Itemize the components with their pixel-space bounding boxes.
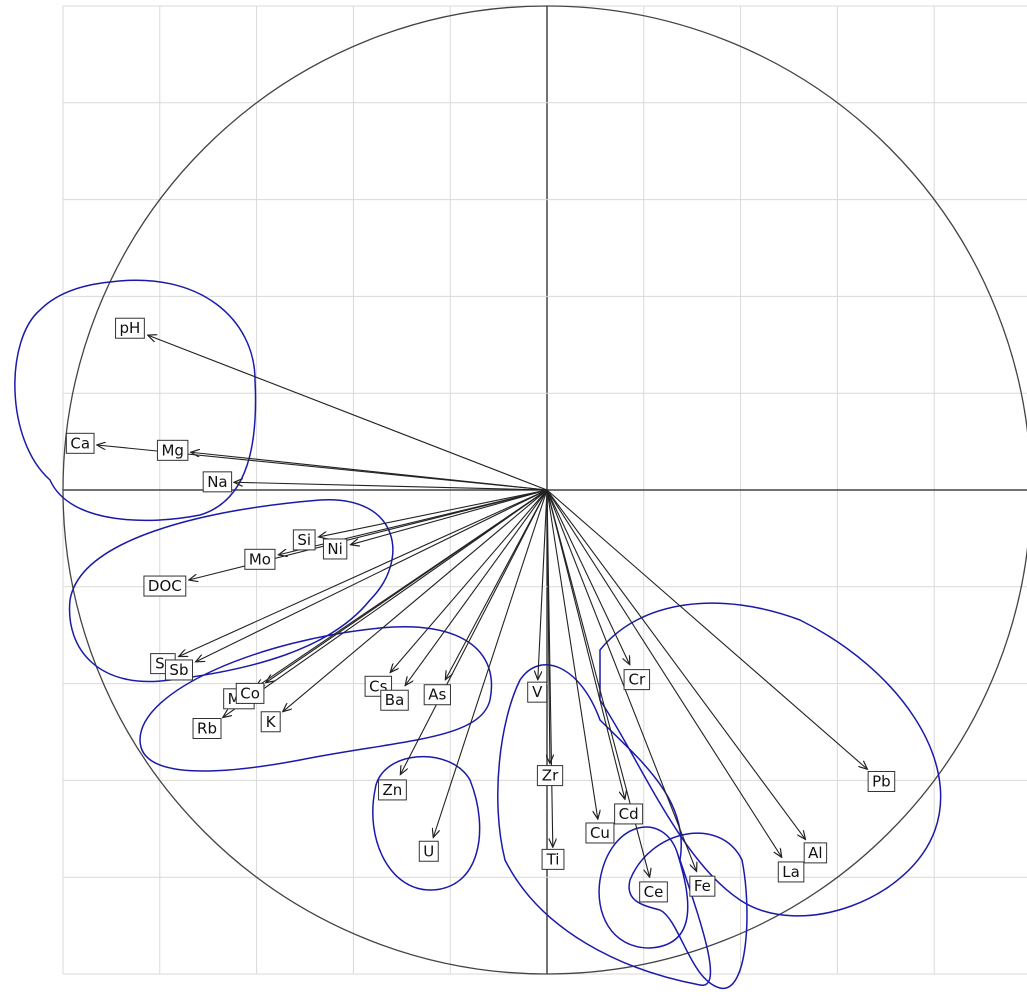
label-box bbox=[585, 822, 615, 844]
label-box bbox=[235, 682, 265, 704]
cluster-outline bbox=[139, 626, 493, 772]
label-box bbox=[614, 803, 644, 825]
variable-label: DOC bbox=[148, 577, 182, 595]
variable-label: Ti bbox=[546, 850, 560, 868]
variable-label: Rb bbox=[197, 719, 217, 737]
variable-label: Fe bbox=[694, 877, 711, 895]
arrow bbox=[405, 489, 548, 686]
cluster-outline bbox=[599, 602, 942, 917]
arrow bbox=[234, 482, 548, 491]
label-box bbox=[777, 861, 805, 883]
cluster-outline bbox=[598, 826, 689, 949]
label-box bbox=[423, 684, 451, 706]
variable-label: Ba bbox=[385, 691, 404, 709]
variable-label: Ni bbox=[327, 540, 342, 558]
arrow bbox=[546, 489, 782, 857]
label-box bbox=[292, 529, 316, 551]
label-box bbox=[115, 317, 145, 339]
cluster-outline bbox=[14, 279, 257, 522]
arrow bbox=[546, 489, 625, 799]
arrow bbox=[445, 489, 548, 680]
variable-label: Na bbox=[207, 473, 227, 491]
variable-label: Si bbox=[297, 531, 311, 549]
variable-label: Mo bbox=[249, 550, 271, 568]
label-box bbox=[623, 669, 651, 691]
variable-label: Pb bbox=[872, 772, 891, 790]
label-box bbox=[202, 471, 233, 493]
arrow bbox=[400, 489, 548, 775]
variable-label: Zn bbox=[383, 781, 403, 799]
label-box bbox=[192, 717, 222, 739]
arrow bbox=[546, 489, 805, 839]
label-box bbox=[867, 770, 896, 792]
label-box bbox=[803, 842, 828, 864]
arrow bbox=[546, 489, 630, 665]
label-box bbox=[260, 711, 281, 733]
label-box bbox=[380, 689, 409, 711]
arrow bbox=[546, 489, 553, 847]
label-box bbox=[527, 681, 548, 703]
variable-label: Ca bbox=[70, 434, 90, 452]
label-box bbox=[244, 548, 276, 570]
label-box bbox=[164, 659, 193, 681]
arrow bbox=[283, 489, 548, 712]
cluster-outline bbox=[628, 832, 748, 989]
variable-label: Mg bbox=[161, 441, 183, 459]
arrow bbox=[223, 489, 548, 717]
label-box bbox=[156, 439, 189, 461]
arrow bbox=[319, 489, 548, 537]
variable-label: Al bbox=[808, 844, 822, 862]
variable-label: Zr bbox=[542, 767, 559, 785]
label-box bbox=[639, 881, 668, 903]
arrow bbox=[191, 452, 548, 491]
arrow bbox=[390, 489, 548, 672]
label-box bbox=[65, 432, 95, 454]
cluster-outline bbox=[68, 499, 394, 683]
variable-label: Cd bbox=[619, 805, 639, 823]
variable-label: V bbox=[532, 683, 543, 701]
arrow bbox=[546, 489, 697, 871]
label-box bbox=[689, 875, 716, 897]
variable-label: pH bbox=[120, 319, 141, 337]
arrow bbox=[538, 489, 548, 680]
variable-label: Sb bbox=[169, 661, 188, 679]
variable-label: Ce bbox=[644, 883, 664, 901]
variable-label: K bbox=[266, 713, 277, 731]
arrow bbox=[148, 335, 548, 491]
variable-label: U bbox=[423, 842, 434, 860]
clusters bbox=[14, 279, 942, 989]
label-box bbox=[378, 779, 407, 801]
variable-label: As bbox=[428, 686, 446, 704]
arrow bbox=[350, 489, 548, 545]
arrow bbox=[196, 489, 548, 662]
arrow bbox=[433, 489, 548, 838]
label-box bbox=[418, 840, 439, 862]
cluster-outline bbox=[372, 755, 481, 891]
arrow bbox=[179, 489, 548, 656]
label-box bbox=[143, 575, 187, 597]
label-box bbox=[541, 848, 565, 870]
label-box bbox=[536, 765, 564, 787]
variable-label: Co bbox=[240, 684, 260, 702]
variable-label: Cu bbox=[590, 824, 610, 842]
arrow bbox=[266, 489, 548, 683]
arrows: pHCaMgNaSiNiMoDOCSrSbMnCoRbKCsBaAsZnUVZr… bbox=[65, 317, 896, 903]
unit-circle bbox=[62, 5, 1027, 975]
cluster-outline bbox=[497, 664, 712, 986]
arrow bbox=[546, 489, 867, 769]
label-box bbox=[322, 538, 348, 560]
variable-label: Cr bbox=[629, 671, 646, 689]
arrow bbox=[546, 489, 598, 819]
variable-label: La bbox=[782, 863, 800, 881]
